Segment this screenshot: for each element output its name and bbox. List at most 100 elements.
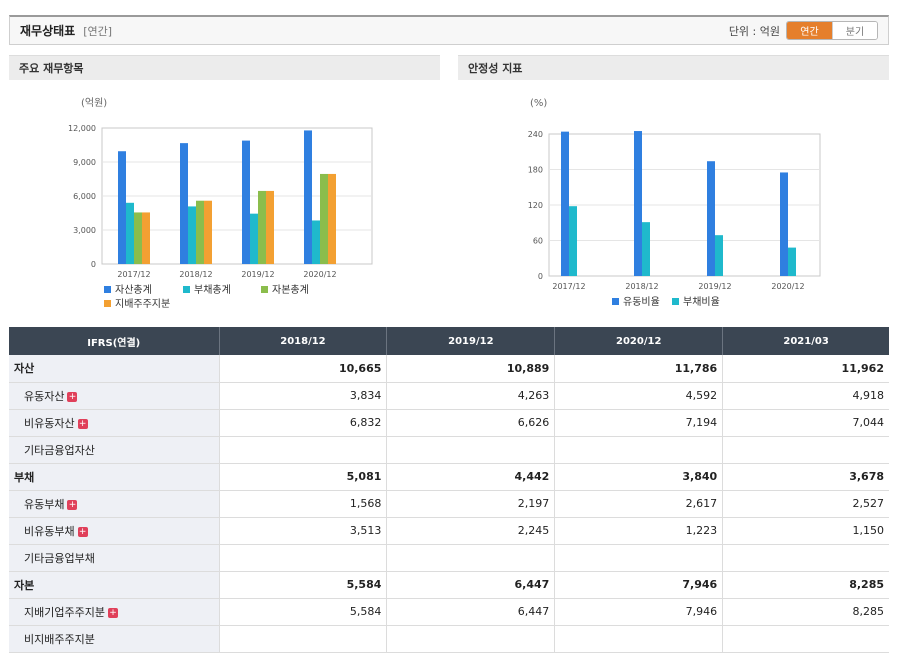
bar-자본총계-2019/12[interactable]	[258, 190, 266, 264]
annual-button[interactable]: 연간	[787, 22, 832, 39]
y-tick-label: 3,000	[73, 226, 96, 235]
value-cell: 10,665	[218, 355, 387, 383]
value-cell: 11,962	[722, 355, 889, 383]
table-row: 자산 10,665 10,889 11,786 11,962	[9, 355, 889, 383]
expand-icon[interactable]: +	[67, 391, 78, 402]
bar-부채총계-2020/12[interactable]	[312, 220, 320, 264]
bar-자산총계-2017/12[interactable]	[118, 151, 126, 264]
value-cell: 7,946	[554, 571, 723, 599]
legend-swatch	[104, 286, 111, 293]
expand-icon[interactable]: +	[107, 607, 118, 618]
legend-label[interactable]: 부채총계	[194, 284, 231, 296]
row-label-text: 비지배주주지분	[24, 632, 95, 646]
y-tick-label: 9,000	[73, 158, 96, 167]
bar-지배주주지분-2019/12[interactable]	[266, 190, 274, 264]
legend-label[interactable]: 자산총계	[115, 284, 152, 296]
bar-자산총계-2018/12[interactable]	[180, 143, 188, 264]
bar-자산총계-2020/12[interactable]	[304, 130, 312, 264]
value-cell: 11,786	[554, 355, 723, 383]
table-row: 비유동자산 +6,832 6,626 7,194 7,044	[9, 409, 889, 437]
stability-title: 안정성 지표	[458, 55, 889, 80]
bar-자본총계-2020/12[interactable]	[320, 173, 328, 264]
bar-자본총계-2018/12[interactable]	[196, 200, 204, 264]
bar-부채비율-2020/12[interactable]	[788, 247, 796, 276]
bar-자본총계-2017/12[interactable]	[134, 212, 142, 264]
bar-부채총계-2017/12[interactable]	[126, 202, 134, 264]
value-cell: 10,889	[386, 355, 555, 383]
x-tick-label: 2020/12	[771, 282, 804, 291]
value-cell	[386, 436, 555, 464]
bar-지배주주지분-2020/12[interactable]	[328, 173, 336, 264]
table-row: 기타금융업자산	[9, 436, 889, 464]
value-cell: 3,834	[218, 382, 387, 410]
expand-icon[interactable]: +	[77, 418, 88, 429]
legend-label[interactable]: 유동비율	[623, 296, 660, 308]
value-cell: 5,584	[218, 571, 387, 599]
row-label: 기타금융업부채	[9, 544, 219, 572]
value-cell	[554, 436, 723, 464]
value-cell	[554, 625, 723, 653]
quarterly-button[interactable]: 분기	[832, 22, 877, 39]
bar-부채총계-2018/12[interactable]	[188, 206, 196, 264]
table-row: 유동부채 +1,568 2,197 2,617 2,527	[9, 490, 889, 518]
column-header-period: 2018/12	[218, 327, 387, 355]
x-tick-label: 2019/12	[698, 282, 731, 291]
value-cell: 1,568	[218, 490, 387, 518]
value-cell: 3,678	[722, 463, 889, 491]
legend-swatch	[104, 300, 111, 307]
y-axis-label: (%)	[530, 98, 547, 109]
table-header-row: IFRS(연결) 2018/12 2019/12 2020/12 2021/03	[9, 327, 889, 355]
row-label: 비유동자산 +	[9, 409, 219, 437]
bar-부채비율-2017/12[interactable]	[569, 206, 577, 276]
unit-label: 단위 : 억원	[728, 24, 780, 38]
row-label-text: 비유동자산	[24, 416, 75, 430]
major-items-title: 주요 재무항목	[9, 55, 440, 80]
bar-지배주주지분-2018/12[interactable]	[204, 200, 212, 264]
value-cell: 2,527	[722, 490, 889, 518]
row-label-text: 유동부채	[24, 497, 65, 511]
value-cell: 6,626	[386, 409, 555, 437]
value-cell: 2,197	[386, 490, 555, 518]
value-cell: 2,245	[386, 517, 555, 545]
bar-유동비율-2018/12[interactable]	[634, 131, 642, 276]
value-cell: 6,447	[386, 598, 555, 626]
bar-자산총계-2019/12[interactable]	[242, 140, 250, 264]
value-cell: 6,447	[386, 571, 555, 599]
legend-label[interactable]: 자본총계	[272, 284, 309, 296]
y-tick-label: 0	[538, 272, 543, 281]
major-items-chart: (억원) 0 3,000 6,000 9,000 12,000 2017/12 2018/12…	[68, 97, 373, 310]
expand-icon[interactable]: +	[67, 499, 78, 510]
bar-부채총계-2019/12[interactable]	[250, 213, 258, 264]
bar-유동비율-2017/12[interactable]	[561, 131, 569, 276]
column-header-period: 2019/12	[386, 327, 555, 355]
value-cell: 3,840	[554, 463, 723, 491]
bar-부채비율-2019/12[interactable]	[715, 235, 723, 276]
y-tick-label: 180	[528, 166, 543, 175]
value-cell	[722, 544, 889, 572]
row-label-text: 기타금융업자산	[24, 443, 95, 457]
bar-유동비율-2019/12[interactable]	[707, 161, 715, 276]
table-row: 비유동부채 +3,513 2,245 1,223 1,150	[9, 517, 889, 545]
row-label: 비유동부채 +	[9, 517, 219, 545]
value-cell: 4,918	[722, 382, 889, 410]
table-row: 부채 5,081 4,442 3,840 3,678	[9, 463, 889, 491]
value-cell	[386, 544, 555, 572]
table-row: 기타금융업부채	[9, 544, 889, 572]
legend-label[interactable]: 지배주주지분	[115, 298, 170, 310]
legend-label[interactable]: 부채비율	[683, 296, 720, 308]
row-label: 지배기업주주지분 +	[9, 598, 219, 626]
x-tick-label: 2018/12	[179, 270, 212, 279]
row-label-text: 비유동부채	[24, 524, 75, 538]
bar-유동비율-2020/12[interactable]	[780, 172, 788, 276]
column-header-period: 2020/12	[554, 327, 723, 355]
value-cell: 6,832	[218, 409, 387, 437]
bar-부채비율-2018/12[interactable]	[642, 222, 650, 276]
statement-header: 재무상태표 [연간] 단위 : 억원 연간 분기	[9, 15, 889, 45]
page-title: 재무상태표	[20, 24, 76, 38]
bar-지배주주지분-2017/12[interactable]	[142, 212, 150, 264]
value-cell	[554, 544, 723, 572]
row-label: 유동부채 +	[9, 490, 219, 518]
table-row: 자본 5,584 6,447 7,946 8,285	[9, 571, 889, 599]
x-tick-label: 2017/12	[552, 282, 585, 291]
expand-icon[interactable]: +	[77, 526, 88, 537]
